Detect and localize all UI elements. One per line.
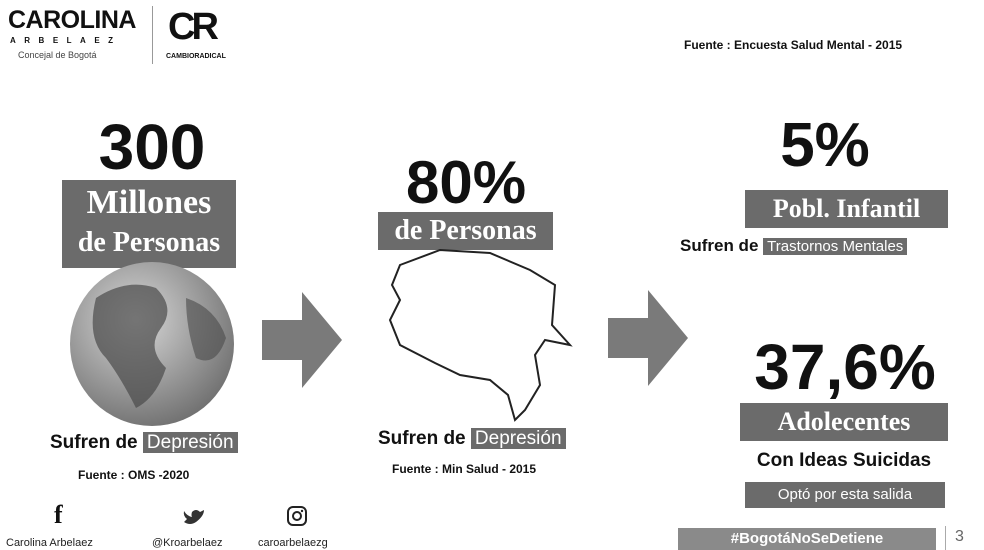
world-caption: Sufren de Depresión <box>50 432 238 454</box>
children-figure: 5% <box>780 111 870 180</box>
children-caption: Sufren de Trastornos Mentales <box>680 236 908 256</box>
world-source: Fuente : OMS -2020 <box>78 468 190 482</box>
brand-surname: ARBELAEZ <box>10 36 122 45</box>
country-source: Fuente : Min Salud - 2015 <box>392 462 537 476</box>
twitter-icon <box>183 510 204 524</box>
children-caption-text: Sufren de <box>680 236 759 255</box>
instagram-handle: caroarbelaezg <box>258 537 328 549</box>
page-number: 3 <box>955 528 964 545</box>
world-highlight: Depresión <box>142 432 238 453</box>
teens-caption: Con Ideas Suicidas <box>756 450 932 471</box>
instagram-icon <box>287 506 307 526</box>
header-source: Fuente : Encuesta Salud Mental - 2015 <box>684 38 903 52</box>
country-map <box>388 248 573 422</box>
arrow <box>608 290 688 386</box>
world-label-1: Millones <box>86 184 212 221</box>
teens-label: Adolecentes <box>740 403 948 441</box>
divider <box>945 526 946 550</box>
globe <box>70 262 234 426</box>
country-caption: Sufren de Depresión <box>378 428 566 450</box>
country-highlight: Depresión <box>470 428 566 449</box>
country-caption-text: Sufren de <box>378 428 466 449</box>
arrow <box>262 292 342 388</box>
party-name: CAMBIORADICAL <box>166 53 226 60</box>
facebook-handle: Carolina Arbelaez <box>6 537 93 549</box>
twitter-handle: @Kroarbelaez <box>152 537 223 549</box>
world-label-box: Millones de Personas <box>62 180 236 268</box>
teens-highlight: Optó por esta salida <box>745 482 945 508</box>
hashtag: #BogotáNoSeDetiene <box>678 528 936 550</box>
brand-role: Concejal de Bogotá <box>18 50 97 60</box>
divider <box>152 6 153 64</box>
children-highlight: Trastornos Mentales <box>763 238 908 255</box>
world-label-2: de Personas <box>77 227 221 258</box>
country-label: de Personas <box>378 212 553 250</box>
world-caption-text: Sufren de <box>50 432 138 453</box>
teens-figure: 37,6% <box>754 331 936 403</box>
world-figure: 300 <box>98 111 206 183</box>
children-label: Pobl. Infantil <box>745 190 948 228</box>
brand-name: CAROLINA <box>8 6 136 34</box>
party-logo: CR <box>168 6 219 48</box>
facebook-icon: f <box>54 500 63 529</box>
country-figure: 80% <box>405 149 527 216</box>
